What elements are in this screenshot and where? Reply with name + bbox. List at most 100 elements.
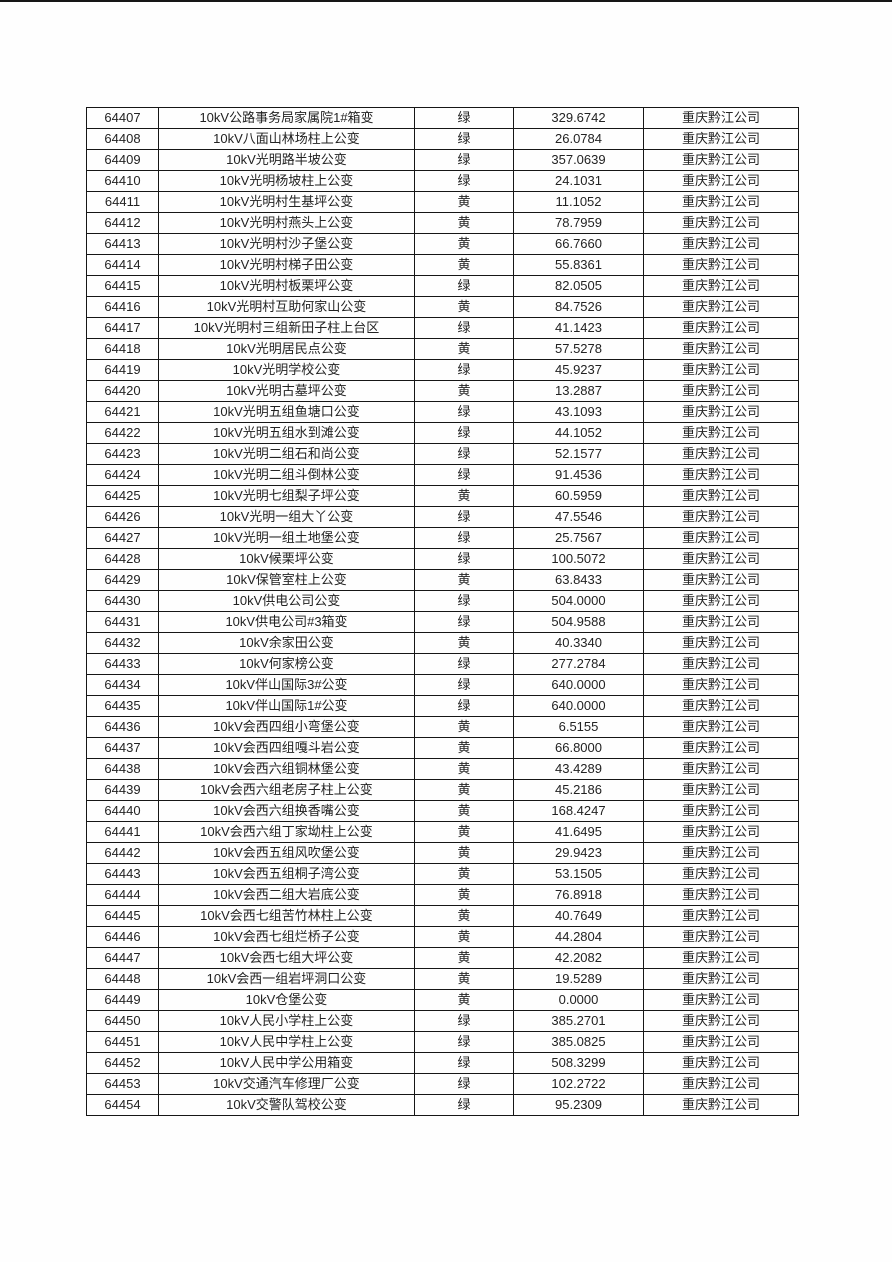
cell-company: 重庆黔江公司 bbox=[643, 338, 799, 360]
cell-value: 40.7649 bbox=[513, 905, 644, 927]
cell-name: 10kV会西七组烂桥子公变 bbox=[158, 926, 415, 948]
cell-value: 100.5072 bbox=[513, 548, 644, 570]
cell-name: 10kV会西七组苦竹林柱上公变 bbox=[158, 905, 415, 927]
cell-id: 64454 bbox=[86, 1094, 159, 1116]
cell-status: 黄 bbox=[414, 233, 514, 255]
cell-value: 508.3299 bbox=[513, 1052, 644, 1074]
cell-value: 640.0000 bbox=[513, 674, 644, 696]
cell-status: 黄 bbox=[414, 212, 514, 234]
cell-id: 64410 bbox=[86, 170, 159, 192]
cell-id: 64428 bbox=[86, 548, 159, 570]
cell-value: 60.5959 bbox=[513, 485, 644, 507]
cell-id: 64419 bbox=[86, 359, 159, 381]
cell-status: 黄 bbox=[414, 947, 514, 969]
cell-status: 绿 bbox=[414, 170, 514, 192]
cell-id: 64449 bbox=[86, 989, 159, 1011]
cell-company: 重庆黔江公司 bbox=[643, 1052, 799, 1074]
cell-value: 63.8433 bbox=[513, 569, 644, 591]
table-row: 64432 10kV余家田公变 黄 40.3340 重庆黔江公司 bbox=[86, 632, 799, 654]
cell-id: 64432 bbox=[86, 632, 159, 654]
cell-status: 黄 bbox=[414, 884, 514, 906]
cell-name: 10kV会西五组桐子湾公变 bbox=[158, 863, 415, 885]
cell-status: 黄 bbox=[414, 926, 514, 948]
cell-status: 绿 bbox=[414, 674, 514, 696]
cell-value: 66.8000 bbox=[513, 737, 644, 759]
cell-name: 10kV光明七组梨子坪公变 bbox=[158, 485, 415, 507]
cell-status: 黄 bbox=[414, 716, 514, 738]
cell-status: 黄 bbox=[414, 254, 514, 276]
cell-id: 64444 bbox=[86, 884, 159, 906]
table-row: 64437 10kV会西四组嘎斗岩公变 黄 66.8000 重庆黔江公司 bbox=[86, 737, 799, 759]
cell-name: 10kV光明二组斗倒林公变 bbox=[158, 464, 415, 486]
cell-company: 重庆黔江公司 bbox=[643, 233, 799, 255]
cell-value: 385.0825 bbox=[513, 1031, 644, 1053]
cell-value: 55.8361 bbox=[513, 254, 644, 276]
table-row: 64410 10kV光明杨坡柱上公变 绿 24.1031 重庆黔江公司 bbox=[86, 170, 799, 192]
table-row: 64409 10kV光明路半坡公变 绿 357.0639 重庆黔江公司 bbox=[86, 149, 799, 171]
cell-name: 10kV公路事务局家属院1#箱变 bbox=[158, 107, 415, 129]
table-row: 64452 10kV人民中学公用箱变 绿 508.3299 重庆黔江公司 bbox=[86, 1052, 799, 1074]
cell-value: 42.2082 bbox=[513, 947, 644, 969]
cell-company: 重庆黔江公司 bbox=[643, 485, 799, 507]
cell-status: 黄 bbox=[414, 863, 514, 885]
table-row: 64428 10kV候栗坪公变 绿 100.5072 重庆黔江公司 bbox=[86, 548, 799, 570]
cell-status: 黄 bbox=[414, 380, 514, 402]
cell-company: 重庆黔江公司 bbox=[643, 926, 799, 948]
table-row: 64441 10kV会西六组丁家坳柱上公变 黄 41.6495 重庆黔江公司 bbox=[86, 821, 799, 843]
cell-company: 重庆黔江公司 bbox=[643, 149, 799, 171]
cell-company: 重庆黔江公司 bbox=[643, 1073, 799, 1095]
table-row: 64408 10kV八面山林场柱上公变 绿 26.0784 重庆黔江公司 bbox=[86, 128, 799, 150]
cell-value: 277.2784 bbox=[513, 653, 644, 675]
cell-name: 10kV人民小学柱上公变 bbox=[158, 1010, 415, 1032]
cell-id: 64426 bbox=[86, 506, 159, 528]
cell-name: 10kV光明二组石和尚公变 bbox=[158, 443, 415, 465]
cell-company: 重庆黔江公司 bbox=[643, 212, 799, 234]
table-row: 64426 10kV光明一组大丫公变 绿 47.5546 重庆黔江公司 bbox=[86, 506, 799, 528]
cell-company: 重庆黔江公司 bbox=[643, 947, 799, 969]
cell-value: 168.4247 bbox=[513, 800, 644, 822]
table-row: 64439 10kV会西六组老房子柱上公变 黄 45.2186 重庆黔江公司 bbox=[86, 779, 799, 801]
cell-company: 重庆黔江公司 bbox=[643, 191, 799, 213]
cell-name: 10kV何家榜公变 bbox=[158, 653, 415, 675]
cell-company: 重庆黔江公司 bbox=[643, 842, 799, 864]
cell-name: 10kV光明路半坡公变 bbox=[158, 149, 415, 171]
cell-name: 10kV光明学校公变 bbox=[158, 359, 415, 381]
cell-id: 64433 bbox=[86, 653, 159, 675]
cell-company: 重庆黔江公司 bbox=[643, 821, 799, 843]
cell-value: 43.4289 bbox=[513, 758, 644, 780]
cell-name: 10kV光明村燕头上公变 bbox=[158, 212, 415, 234]
cell-id: 64414 bbox=[86, 254, 159, 276]
cell-status: 绿 bbox=[414, 401, 514, 423]
cell-company: 重庆黔江公司 bbox=[643, 317, 799, 339]
cell-company: 重庆黔江公司 bbox=[643, 506, 799, 528]
cell-value: 26.0784 bbox=[513, 128, 644, 150]
cell-company: 重庆黔江公司 bbox=[643, 1031, 799, 1053]
cell-status: 绿 bbox=[414, 422, 514, 444]
cell-company: 重庆黔江公司 bbox=[643, 380, 799, 402]
table-row: 64436 10kV会西四组小弯堡公变 黄 6.5155 重庆黔江公司 bbox=[86, 716, 799, 738]
cell-status: 黄 bbox=[414, 737, 514, 759]
cell-value: 11.1052 bbox=[513, 191, 644, 213]
cell-company: 重庆黔江公司 bbox=[643, 1010, 799, 1032]
cell-status: 黄 bbox=[414, 191, 514, 213]
cell-value: 43.1093 bbox=[513, 401, 644, 423]
cell-status: 绿 bbox=[414, 149, 514, 171]
cell-id: 64436 bbox=[86, 716, 159, 738]
cell-status: 绿 bbox=[414, 653, 514, 675]
cell-value: 102.2722 bbox=[513, 1073, 644, 1095]
cell-value: 40.3340 bbox=[513, 632, 644, 654]
cell-status: 绿 bbox=[414, 1094, 514, 1116]
cell-name: 10kV交警队驾校公变 bbox=[158, 1094, 415, 1116]
cell-id: 64442 bbox=[86, 842, 159, 864]
cell-id: 64445 bbox=[86, 905, 159, 927]
cell-status: 绿 bbox=[414, 107, 514, 129]
table-row: 64414 10kV光明村梯子田公变 黄 55.8361 重庆黔江公司 bbox=[86, 254, 799, 276]
cell-value: 6.5155 bbox=[513, 716, 644, 738]
cell-name: 10kV会西四组嘎斗岩公变 bbox=[158, 737, 415, 759]
table-row: 64447 10kV会西七组大坪公变 黄 42.2082 重庆黔江公司 bbox=[86, 947, 799, 969]
cell-value: 24.1031 bbox=[513, 170, 644, 192]
cell-name: 10kV人民中学柱上公变 bbox=[158, 1031, 415, 1053]
cell-status: 绿 bbox=[414, 527, 514, 549]
cell-value: 76.8918 bbox=[513, 884, 644, 906]
cell-value: 84.7526 bbox=[513, 296, 644, 318]
